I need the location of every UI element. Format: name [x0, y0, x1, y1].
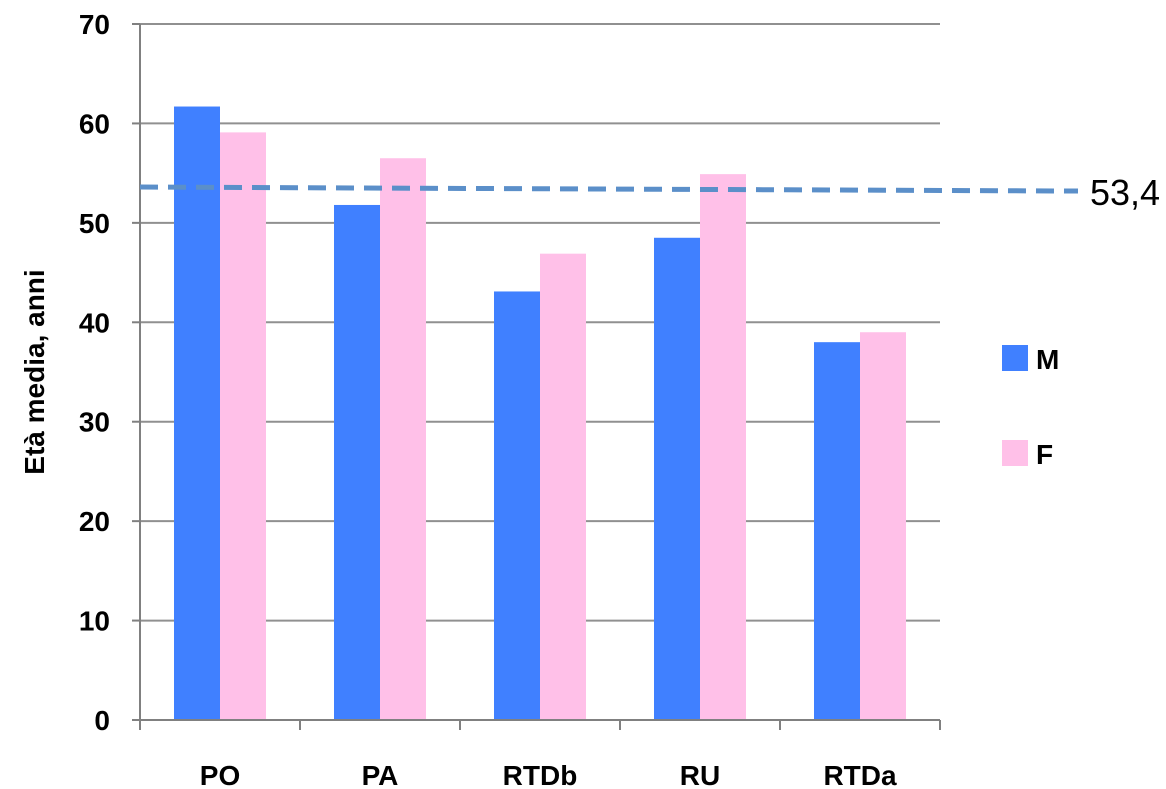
bar-M-RTDb [494, 291, 540, 720]
category-label-RU: RU [680, 760, 720, 789]
y-tick-labels: 0 10 20 30 40 50 60 70 [79, 9, 140, 736]
y-tick-label: 20 [79, 506, 110, 537]
category-labels: PO PA RTDb RU RTDa [200, 760, 897, 789]
x-tick-marks [139, 720, 941, 730]
bar-F-RTDb [540, 253, 586, 720]
y-tick-label: 50 [79, 208, 110, 239]
category-label-PO: PO [200, 760, 240, 789]
bars-group [174, 106, 906, 721]
y-tick-label: 70 [79, 9, 110, 40]
category-label-RTDb: RTDb [503, 760, 578, 789]
y-tick-label: 60 [79, 108, 110, 139]
bar-M-PO [174, 106, 220, 721]
legend-swatch-F [1002, 440, 1028, 466]
axes [139, 24, 940, 721]
category-label-RTDa: RTDa [823, 760, 897, 789]
bar-F-PO [220, 132, 266, 720]
category-label-PA: PA [362, 760, 399, 789]
bar-F-PA [380, 158, 426, 720]
legend-label-F: F [1036, 439, 1053, 470]
legend-label-M: M [1036, 344, 1059, 375]
reference-line-dashed [139, 184, 1079, 194]
reference-line [139, 184, 1079, 194]
y-tick-label: 0 [94, 705, 110, 736]
y-tick-label: 40 [79, 307, 110, 338]
bar-M-RU [654, 237, 700, 720]
y-tick-label: 10 [79, 606, 110, 637]
reference-line-label: 53,4 [1090, 172, 1160, 213]
legend-swatch-M [1002, 345, 1028, 371]
bar-F-RU [700, 174, 746, 720]
bar-F-RTDa [860, 332, 906, 720]
legend: MF [1002, 344, 1059, 470]
bar-M-RTDa [814, 342, 860, 720]
bar-M-PA [334, 204, 380, 720]
y-tick-label: 30 [79, 407, 110, 438]
y-axis-label: Età media, anni [19, 269, 50, 474]
